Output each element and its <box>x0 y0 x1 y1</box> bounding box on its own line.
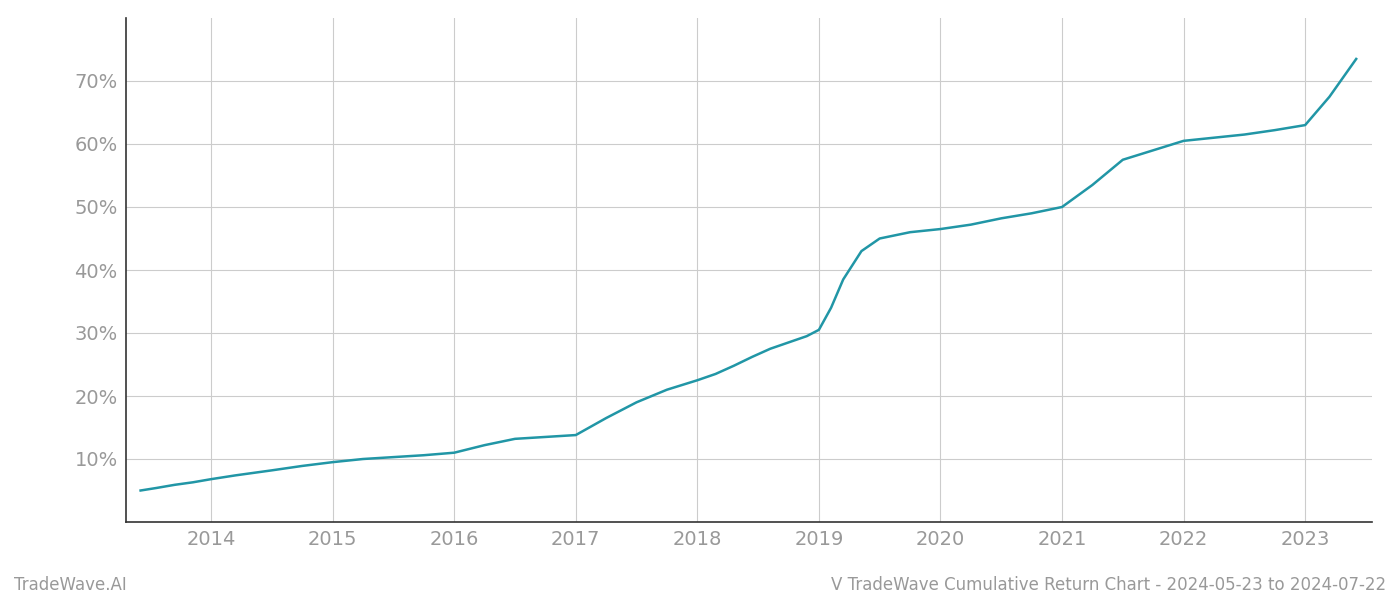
Text: V TradeWave Cumulative Return Chart - 2024-05-23 to 2024-07-22: V TradeWave Cumulative Return Chart - 20… <box>830 576 1386 594</box>
Text: TradeWave.AI: TradeWave.AI <box>14 576 127 594</box>
